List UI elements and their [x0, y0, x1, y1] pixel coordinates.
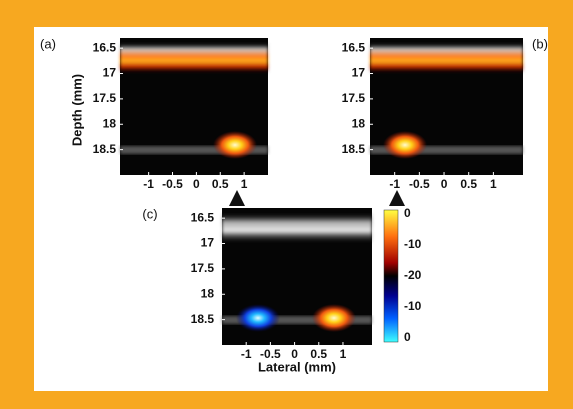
signal-spot	[236, 304, 280, 332]
y-tick-label: 17	[103, 66, 117, 80]
panel-label: (c)	[142, 206, 157, 221]
colorbar	[383, 209, 399, 343]
x-tick-label: -0.5	[409, 177, 430, 191]
x-tick-label: 1	[490, 177, 497, 191]
y-tick-label: 16.5	[342, 40, 366, 54]
y-tick-label: 18	[103, 116, 117, 130]
x-tick-label: -0.5	[162, 177, 183, 191]
x-tick-label: -1	[389, 177, 400, 191]
y-tick-label: 18.5	[93, 142, 117, 156]
arrow	[389, 190, 405, 206]
y-tick-label: 17.5	[342, 91, 366, 105]
y-tick-label: 16.5	[191, 210, 215, 224]
y-tick-label: 17.5	[191, 261, 215, 275]
x-tick-label: -1	[143, 177, 154, 191]
y-tick-label: 18.5	[342, 142, 366, 156]
colorbar-label: -10	[404, 299, 422, 313]
colorbar-label: 0	[404, 330, 411, 344]
wall-band	[222, 316, 372, 324]
x-tick-label: 1	[241, 177, 248, 191]
x-tick-label: 0	[441, 177, 448, 191]
x-axis-label: Lateral (mm)	[258, 359, 336, 374]
signal-spot	[312, 304, 356, 332]
arrow	[229, 190, 245, 206]
panel-label: (b)	[532, 36, 548, 51]
y-tick-label: 16.5	[93, 40, 117, 54]
colorbar-label: -20	[404, 268, 422, 282]
y-tick-label: 18.5	[191, 312, 215, 326]
x-tick-label: 0	[291, 347, 298, 361]
wall-band	[120, 146, 268, 154]
tissue-band	[120, 43, 268, 73]
colorbar-label: -10	[404, 237, 422, 251]
y-axis-label: Depth (mm)	[69, 74, 84, 146]
wall-band	[370, 146, 523, 154]
signal-spot	[213, 131, 257, 159]
y-tick-label: 17	[352, 66, 366, 80]
x-tick-label: 0.5	[460, 177, 477, 191]
y-tick-label: 18	[201, 286, 215, 300]
x-tick-label: -0.5	[260, 347, 281, 361]
y-tick-label: 17.5	[93, 91, 117, 105]
x-tick-label: 0.5	[212, 177, 229, 191]
x-tick-label: 0.5	[310, 347, 327, 361]
tissue-band	[222, 213, 372, 243]
panel-label: (a)	[40, 36, 56, 51]
colorbar-label: 0	[404, 206, 411, 220]
tissue-band	[370, 43, 523, 73]
signal-spot	[383, 131, 427, 159]
y-tick-label: 17	[201, 236, 215, 250]
x-tick-label: -1	[241, 347, 252, 361]
y-tick-label: 18	[352, 116, 366, 130]
x-tick-label: 0	[193, 177, 200, 191]
x-tick-label: 1	[340, 347, 347, 361]
